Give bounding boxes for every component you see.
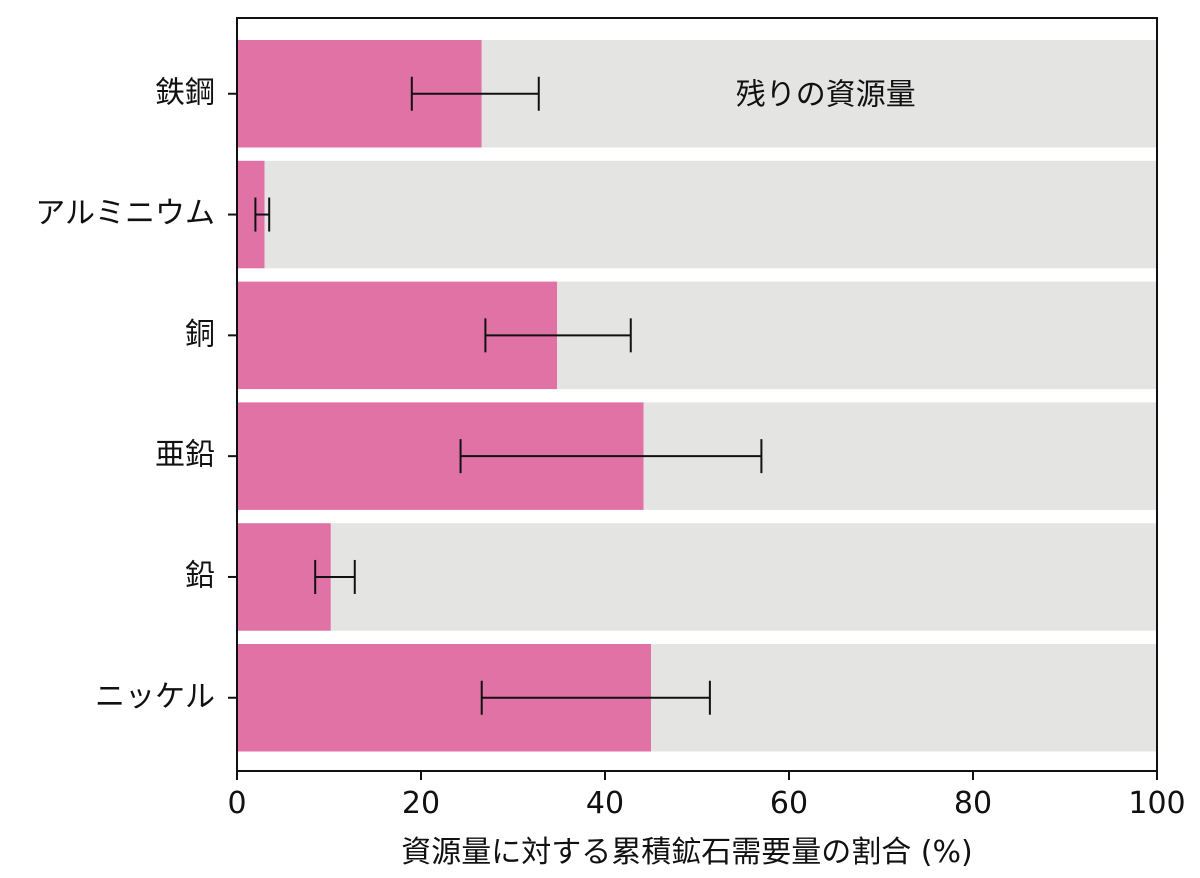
x-axis-title: 資源量に対する累積鉱石需要量の割合 (%) (401, 835, 972, 870)
bars-layer (237, 40, 1158, 752)
x-tick-label: 40 (586, 786, 624, 821)
x-tick-label: 0 (227, 786, 246, 821)
error-bar (314, 559, 356, 594)
bar-remaining (481, 40, 1158, 148)
error-bar (459, 439, 763, 474)
y-tick-label: 亜鉛 (155, 438, 215, 473)
bar-remaining (651, 644, 1157, 752)
axes-layer (228, 17, 1158, 780)
error-bars-layer (254, 76, 763, 715)
error-bar (410, 76, 540, 111)
x-tick-label: 60 (770, 786, 808, 821)
x-tick-label: 100 (1128, 786, 1185, 821)
x-tick-label: 20 (402, 786, 440, 821)
error-bar (484, 318, 632, 353)
y-tick-label: アルミニウム (35, 196, 215, 231)
plot-frame (236, 17, 1158, 772)
error-bar (254, 197, 271, 232)
bar-remaining (264, 160, 1158, 269)
x-tick-label: 80 (954, 786, 992, 821)
y-tick-label: 鉛 (185, 558, 215, 593)
y-tick-label: 鉄鋼 (155, 75, 215, 110)
annotation-label: 残りの資源量 (736, 77, 916, 112)
y-tick-label: 銅 (185, 317, 215, 352)
bar-remaining (557, 281, 1157, 390)
error-bar (480, 680, 711, 715)
bar-remaining (330, 523, 1158, 631)
y-tick-label: ニッケル (95, 679, 215, 714)
